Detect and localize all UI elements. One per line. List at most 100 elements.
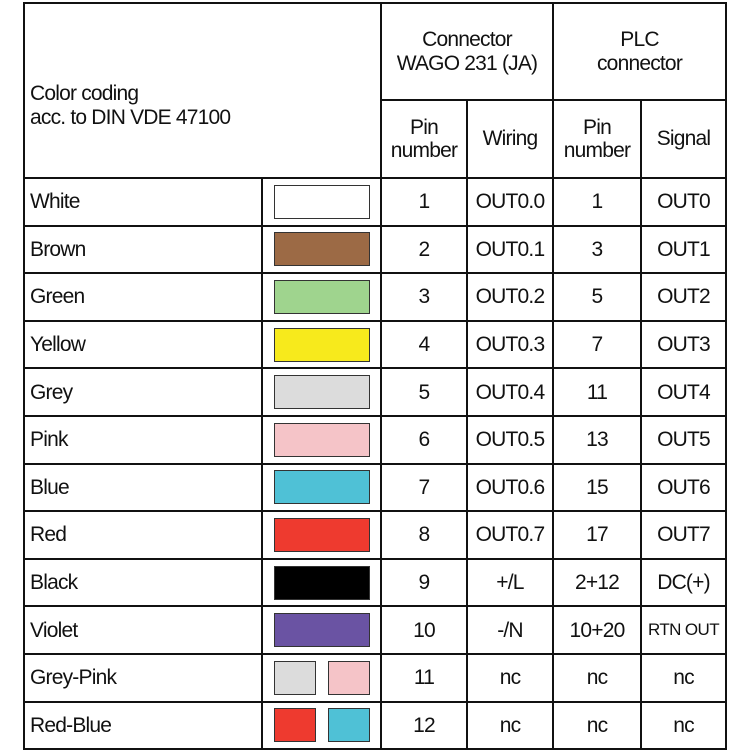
signal: OUT3 [640, 319, 727, 370]
wiring: OUT0.4 [466, 367, 554, 417]
plc-pin-number: 2+12 [552, 557, 642, 608]
wiring: OUT0.3 [466, 319, 554, 370]
color-swatch [273, 184, 370, 219]
wiring: OUT0.1 [466, 224, 554, 275]
signal: nc [640, 700, 727, 750]
color-swatch [273, 660, 316, 695]
table-row: Blue 7 OUT0.6 15 OUT6 [23, 462, 727, 513]
color-swatch [273, 708, 316, 743]
pin-number: 6 [380, 414, 468, 465]
color-swatch [273, 422, 370, 457]
table-row: Red 8 OUT0.7 17 OUT7 [23, 510, 727, 560]
wiring: -/N [466, 605, 554, 655]
wiring: OUT0.5 [466, 414, 554, 465]
plc-pin-number: 5 [552, 272, 642, 322]
plc-pin-number: 7 [552, 319, 642, 370]
color-name: Violet [23, 605, 263, 655]
color-swatch-cell [261, 510, 382, 560]
number-label: number [390, 139, 458, 162]
table-row: Brown 2 OUT0.1 3 OUT1 [23, 224, 727, 275]
pin-number: 7 [380, 462, 468, 513]
color-swatch-cell [261, 652, 382, 703]
table-row: Red-Blue 12 nc nc nc [23, 700, 727, 750]
color-swatch [273, 327, 370, 362]
wiring: nc [466, 700, 554, 750]
table-row: Black 9 +/L 2+12 DC(+) [23, 557, 727, 608]
color-name: Red [23, 510, 263, 560]
color-coding-standard: acc. to DIN VDE 47100 [30, 105, 231, 129]
pin-number: 12 [380, 700, 468, 750]
table-row: Pink 6 OUT0.5 13 OUT5 [23, 414, 727, 465]
pin-number: 9 [380, 557, 468, 608]
plc-pin-number-header: Pin number [552, 99, 642, 179]
color-name: Black [23, 557, 263, 608]
plc-pin-number: nc [552, 700, 642, 750]
pin-number-header: Pin number [380, 99, 468, 179]
wiring: OUT0.2 [466, 272, 554, 322]
pin-label: Pin [583, 115, 612, 139]
plc-pin-number: 13 [552, 414, 642, 465]
color-swatch [273, 470, 370, 505]
table-row: Grey 5 OUT0.4 11 OUT4 [23, 367, 727, 417]
pin-number: 4 [380, 319, 468, 370]
color-name: Grey-Pink [23, 652, 263, 703]
color-swatch [273, 279, 370, 314]
pin-number: 8 [380, 510, 468, 560]
plc-connector-label: connector [596, 51, 683, 75]
signal: OUT4 [640, 367, 727, 417]
color-name: Red-Blue [23, 700, 263, 750]
signal: OUT5 [640, 414, 727, 465]
color-swatch-cell [261, 605, 382, 655]
wiring-header: Wiring [466, 99, 554, 179]
wiring: OUT0.7 [466, 510, 554, 560]
table-row: Yellow 4 OUT0.3 7 OUT3 [23, 319, 727, 370]
pin-number: 5 [380, 367, 468, 417]
color-name: Pink [23, 414, 263, 465]
table-row: Violet 10 -/N 10+20 RTN OUT [23, 605, 727, 655]
pin-number: 11 [380, 652, 468, 703]
color-coding-title: Color coding [30, 82, 139, 106]
signal: OUT1 [640, 224, 727, 275]
color-swatch-cell [261, 414, 382, 465]
color-name: Grey [23, 367, 263, 417]
signal: DC(+) [640, 557, 727, 608]
color-swatch-cell [261, 224, 382, 275]
number-label: number [563, 139, 631, 162]
plc-connector-header: PLC connector [552, 2, 727, 101]
wiring: OUT0.0 [466, 177, 554, 227]
color-swatch [327, 708, 370, 743]
color-swatch-cell [261, 700, 382, 750]
signal: OUT2 [640, 272, 727, 322]
pin-number: 1 [380, 177, 468, 227]
signal: RTN OUT [640, 605, 727, 655]
connector-header: Connector WAGO 231 (JA) [380, 2, 554, 101]
signal-header: Signal [640, 99, 727, 179]
color-name: Blue [23, 462, 263, 513]
plc-pin-number: 15 [552, 462, 642, 513]
plc-pin-number: 3 [552, 224, 642, 275]
color-swatch [273, 565, 370, 600]
plc-label: PLC [620, 28, 659, 52]
pin-number: 10 [380, 605, 468, 655]
wiring: nc [466, 652, 554, 703]
color-swatch-cell [261, 367, 382, 417]
color-swatch-cell [261, 462, 382, 513]
connector-model: WAGO 231 (JA) [396, 51, 538, 75]
signal: OUT6 [640, 462, 727, 513]
table-row: Green 3 OUT0.2 5 OUT2 [23, 272, 727, 322]
color-name: Brown [23, 224, 263, 275]
plc-pin-number: 11 [552, 367, 642, 417]
pin-label: Pin [410, 115, 439, 139]
connector-label: Connector [422, 28, 513, 52]
color-coding-header: Color coding acc. to DIN VDE 47100 [23, 2, 382, 179]
pin-number: 2 [380, 224, 468, 275]
color-name: Green [23, 272, 263, 322]
plc-pin-number: 17 [552, 510, 642, 560]
color-swatch-cell [261, 319, 382, 370]
wiring: +/L [466, 557, 554, 608]
color-swatch [273, 613, 370, 648]
table-row: Grey-Pink 11 nc nc nc [23, 652, 727, 703]
plc-pin-number: 10+20 [552, 605, 642, 655]
color-swatch [327, 660, 370, 695]
color-coding-table: Color coding acc. to DIN VDE 47100 Conne… [23, 2, 727, 750]
